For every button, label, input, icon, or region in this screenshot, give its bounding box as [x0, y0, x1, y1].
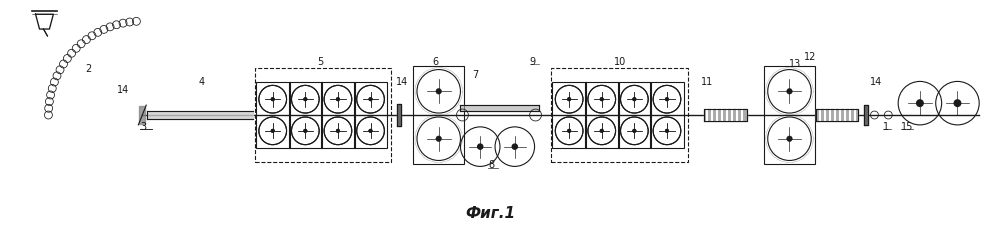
- Text: 3: 3: [140, 122, 146, 132]
- Bar: [764, 66, 815, 164]
- Circle shape: [336, 129, 340, 133]
- Text: 2: 2: [85, 64, 92, 74]
- Bar: [618, 82, 651, 148]
- Text: 10: 10: [614, 57, 625, 67]
- Text: 5: 5: [317, 57, 324, 67]
- Circle shape: [632, 129, 636, 133]
- Text: 14: 14: [117, 85, 128, 95]
- Text: 15: 15: [901, 122, 913, 132]
- Circle shape: [954, 100, 961, 106]
- Text: 9: 9: [530, 57, 536, 67]
- Circle shape: [568, 129, 571, 133]
- Circle shape: [271, 129, 275, 133]
- Text: 14: 14: [396, 77, 408, 87]
- Circle shape: [600, 97, 604, 101]
- Circle shape: [665, 129, 668, 133]
- Circle shape: [436, 136, 441, 142]
- Circle shape: [478, 144, 483, 149]
- Circle shape: [568, 97, 571, 101]
- Text: 11: 11: [700, 77, 713, 87]
- Circle shape: [665, 129, 668, 133]
- Circle shape: [369, 129, 373, 133]
- Circle shape: [632, 129, 636, 133]
- Circle shape: [600, 97, 604, 101]
- Bar: [553, 82, 586, 148]
- Circle shape: [336, 129, 340, 133]
- Bar: [255, 68, 391, 162]
- Circle shape: [600, 129, 604, 133]
- Bar: [354, 82, 387, 148]
- Text: 7: 7: [472, 70, 478, 80]
- Circle shape: [336, 97, 340, 101]
- Text: 8: 8: [488, 160, 494, 170]
- Circle shape: [787, 136, 792, 142]
- Circle shape: [304, 97, 307, 101]
- Circle shape: [369, 97, 373, 101]
- Bar: [585, 82, 619, 148]
- Circle shape: [436, 89, 441, 94]
- Circle shape: [304, 97, 307, 101]
- Circle shape: [632, 97, 636, 101]
- Bar: [552, 68, 687, 162]
- Bar: [289, 82, 322, 148]
- Circle shape: [916, 100, 923, 106]
- Circle shape: [271, 97, 275, 101]
- Circle shape: [600, 129, 604, 133]
- Circle shape: [665, 97, 668, 101]
- Text: 13: 13: [789, 59, 801, 69]
- Text: Фиг.1: Фиг.1: [465, 206, 515, 221]
- Circle shape: [787, 89, 792, 94]
- Bar: [321, 82, 355, 148]
- Circle shape: [304, 129, 307, 133]
- Bar: [256, 82, 290, 148]
- Circle shape: [665, 97, 668, 101]
- Circle shape: [632, 97, 636, 101]
- Text: 14: 14: [870, 77, 881, 87]
- Circle shape: [336, 97, 340, 101]
- Circle shape: [271, 129, 275, 133]
- Circle shape: [512, 144, 517, 149]
- Circle shape: [271, 97, 275, 101]
- Text: 6: 6: [433, 57, 439, 67]
- Circle shape: [568, 129, 571, 133]
- Circle shape: [568, 97, 571, 101]
- Text: 4: 4: [198, 77, 205, 87]
- Circle shape: [304, 129, 307, 133]
- Text: 1: 1: [883, 122, 889, 132]
- Bar: [650, 82, 684, 148]
- Bar: [413, 66, 464, 164]
- Circle shape: [369, 97, 373, 101]
- Text: 12: 12: [805, 52, 817, 62]
- Circle shape: [369, 129, 373, 133]
